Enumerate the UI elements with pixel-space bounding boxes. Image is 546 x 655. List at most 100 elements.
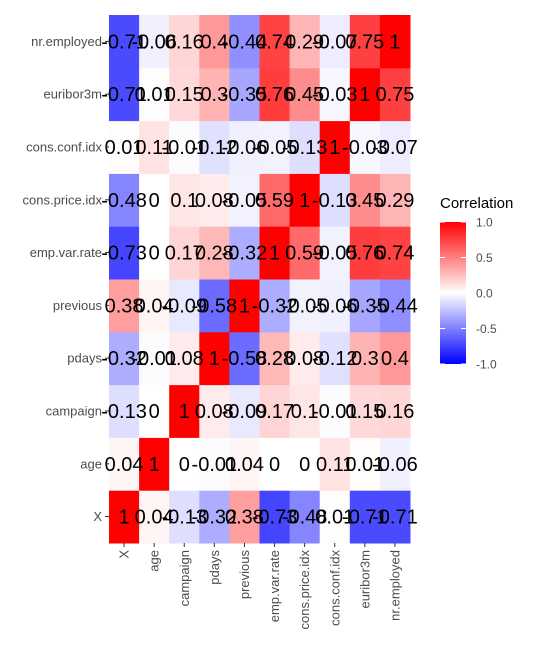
cell-value-label: 0.38 bbox=[105, 295, 144, 317]
legend-ticks: 1.0 0.5 0.0 -0.5 -1.0 bbox=[440, 216, 497, 372]
heatmap-cell-campaign-age bbox=[139, 384, 170, 438]
cell-value-label: 0.76 bbox=[255, 84, 294, 106]
legend-tick-label: 1.0 bbox=[476, 216, 493, 230]
cell-value-label: 0.3 bbox=[351, 348, 379, 370]
heatmap-cell-campaign-emp-var-rate bbox=[259, 384, 291, 438]
cell-value-label: 1 bbox=[389, 31, 400, 53]
cell-value-label: -0.06 bbox=[222, 137, 268, 159]
x-tick-label-age: age bbox=[147, 550, 162, 572]
x-tick-label-cons-price-idx: cons.price.idx bbox=[297, 550, 312, 630]
y-tick-label-campaign: campaign bbox=[46, 404, 102, 419]
cell-value-label: 0.01 bbox=[135, 84, 174, 106]
cell-value-label: 0.75 bbox=[345, 31, 384, 53]
cell-value-label: 0.08 bbox=[165, 348, 204, 370]
cell-value-label: -0.58 bbox=[222, 348, 268, 370]
cell-value-label: -0.13 bbox=[282, 137, 328, 159]
cell-value-label: 0.15 bbox=[345, 401, 384, 423]
cell-value-label: 0.01 bbox=[315, 507, 354, 529]
cell-value-label: 0.4 bbox=[381, 348, 409, 370]
cell-value-label: -0.01 bbox=[131, 348, 177, 370]
heatmap-cell-cons-conf-idx-age bbox=[139, 120, 170, 174]
cell-value-label: -0.05 bbox=[312, 243, 358, 265]
heatmap-cell-emp-var-rate-previous bbox=[229, 226, 260, 280]
cell-value-label: 0.16 bbox=[375, 401, 414, 423]
cell-value-label: -0.13 bbox=[101, 401, 147, 423]
heatmap-cell-nr-employed-age bbox=[139, 15, 170, 69]
heatmap-cell-age-cons-price-idx bbox=[289, 437, 321, 491]
heatmap-cell-x-campaign bbox=[169, 490, 200, 544]
cell-value-label: 0.08 bbox=[195, 190, 234, 212]
cell-value-label: -0.73 bbox=[252, 507, 298, 529]
heatmap-cell-euribor3m-previous bbox=[229, 67, 260, 122]
cell-value-label: 0.01 bbox=[345, 454, 384, 476]
cell-value-label: 0.11 bbox=[135, 137, 172, 159]
heatmap-cell-campaign-euribor3m bbox=[349, 384, 381, 438]
cell-value-label: -0.06 bbox=[372, 454, 418, 476]
heatmap-cell-x-pdays bbox=[199, 490, 230, 544]
heatmap-cell-cons-conf-idx-pdays bbox=[199, 120, 230, 174]
heatmap-cell-cons-conf-idx-x bbox=[109, 120, 140, 174]
heatmap-cell-cons-conf-idx-campaign bbox=[169, 120, 200, 174]
heatmap-cell-pdays-campaign bbox=[169, 331, 200, 386]
cell-value-label: -0.48 bbox=[101, 190, 147, 212]
heatmap-cell-age-nr-employed bbox=[379, 437, 411, 491]
heatmap-cell-previous-nr-employed bbox=[379, 279, 411, 333]
cell-value-label: 0.04 bbox=[225, 454, 264, 476]
y-tick-label-emp-var-rate: emp.var.rate bbox=[30, 245, 102, 260]
heatmap-cell-previous-pdays bbox=[199, 279, 230, 333]
cell-value-label: -0.12 bbox=[312, 348, 358, 370]
cell-value-label: -0.05 bbox=[222, 190, 268, 212]
cell-value-label: -0.03 bbox=[312, 84, 358, 106]
cell-value-label: 0 bbox=[269, 454, 280, 476]
heatmap-cell-previous-euribor3m bbox=[349, 279, 381, 333]
heatmap-cell-cons-price-idx-emp-var-rate bbox=[259, 173, 291, 227]
heatmap-cell-pdays-pdays bbox=[199, 331, 230, 386]
heatmap-cell-emp-var-rate-nr-employed bbox=[379, 226, 411, 280]
cell-value-label: -0.01 bbox=[161, 137, 207, 159]
cell-value-label: 1 bbox=[179, 401, 190, 423]
cell-value-label: 0.08 bbox=[285, 348, 324, 370]
heatmap-cell-age-euribor3m bbox=[349, 437, 381, 491]
legend-title: Correlation bbox=[440, 195, 513, 212]
heatmap-cell-cons-price-idx-x bbox=[109, 173, 140, 227]
legend: Correlation 1.0 0.5 0.0 -0.5 -1.0 bbox=[440, 195, 513, 372]
heatmap-cell-cons-price-idx-campaign bbox=[169, 173, 200, 227]
heatmap-cell-previous-cons-conf-idx bbox=[319, 279, 351, 333]
x-tick-label-nr-employed: nr.employed bbox=[387, 550, 402, 621]
cell-value-label: -0.13 bbox=[161, 507, 207, 529]
heatmap-cell-age-age bbox=[139, 437, 170, 491]
heatmap-cell-age-campaign bbox=[169, 437, 200, 491]
cell-value-label: -0.35 bbox=[342, 295, 388, 317]
heatmap-cell-cons-conf-idx-emp-var-rate bbox=[259, 120, 291, 174]
heatmap-cell-cons-price-idx-nr-employed bbox=[379, 173, 411, 227]
heatmap-cell-euribor3m-campaign bbox=[169, 67, 200, 122]
cell-value-label: -0.48 bbox=[282, 507, 328, 529]
heatmap-cell-age-x bbox=[109, 437, 140, 491]
heatmap-cell-pdays-cons-price-idx bbox=[289, 331, 321, 386]
cell-value-label: -0.71 bbox=[342, 507, 388, 529]
heatmap-cell-euribor3m-euribor3m bbox=[349, 67, 381, 122]
heatmap-cell-previous-age bbox=[139, 279, 170, 333]
cell-value-label: 0.75 bbox=[375, 84, 414, 106]
legend-tick-label: 0.0 bbox=[476, 287, 493, 301]
cell-value-label: -0.13 bbox=[312, 190, 358, 212]
heatmap-cell-nr-employed-cons-conf-idx bbox=[319, 15, 351, 69]
cell-value-label: 0 bbox=[299, 454, 310, 476]
cell-value-label: -0.03 bbox=[342, 137, 388, 159]
heatmap-cell-campaign-cons-conf-idx bbox=[319, 384, 351, 438]
heatmap-cell-emp-var-rate-euribor3m bbox=[349, 226, 381, 280]
cell-value-label: 1 bbox=[299, 190, 310, 212]
y-tick-label-age: age bbox=[80, 456, 102, 471]
cell-value-label: 0.4 bbox=[200, 31, 228, 53]
cell-value-label: 0.74 bbox=[255, 31, 294, 53]
cell-value-label: 0.11 bbox=[316, 454, 353, 476]
heatmap-cell-nr-employed-nr-employed bbox=[379, 15, 411, 69]
cell-value-label: 0.3 bbox=[200, 84, 228, 106]
heatmap-cell-campaign-cons-price-idx bbox=[289, 384, 321, 438]
cell-value-label: 1 bbox=[269, 243, 280, 265]
cell-value-label: 0.28 bbox=[195, 243, 234, 265]
cell-value-label: -0.01 bbox=[192, 454, 238, 476]
cell-value-label: 0.04 bbox=[135, 507, 174, 529]
heatmap-cell-x-euribor3m bbox=[349, 490, 381, 544]
cell-value-label: -0.07 bbox=[372, 137, 418, 159]
